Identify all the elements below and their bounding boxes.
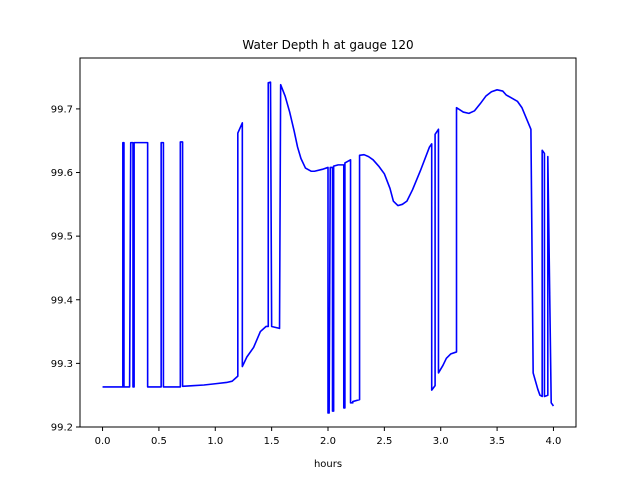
y-tick-label: 99.3	[51, 359, 73, 370]
x-tick-label: 1.5	[264, 436, 280, 447]
chart-title: Water Depth h at gauge 120	[242, 38, 413, 52]
y-tick-label: 99.2	[51, 423, 73, 434]
y-tick-label: 99.7	[51, 104, 73, 115]
y-tick-label: 99.4	[51, 295, 73, 306]
x-axis: 0.0 0.5 1.0 1.5 2.0 2.5 3.0 3.5 4.0	[95, 427, 562, 447]
plot-area	[79, 57, 577, 428]
x-tick-label: 2.5	[376, 436, 392, 447]
x-tick-label: 3.5	[489, 436, 505, 447]
series-layer	[102, 81, 555, 414]
x-tick-label: 4.0	[546, 436, 562, 447]
x-tick-label: 0.0	[95, 436, 111, 447]
x-axis-label: hours	[314, 459, 342, 470]
x-tick-label: 3.0	[433, 436, 449, 447]
y-axis: 99.2 99.3 99.4 99.5 99.6 99.7	[51, 104, 80, 434]
y-tick-label: 99.6	[51, 168, 73, 179]
x-tick-label: 1.0	[207, 436, 223, 447]
x-tick-label: 0.5	[151, 436, 167, 447]
series-line-0	[102, 81, 555, 414]
x-tick-label: 2.0	[320, 436, 336, 447]
y-tick-label: 99.5	[51, 232, 73, 243]
